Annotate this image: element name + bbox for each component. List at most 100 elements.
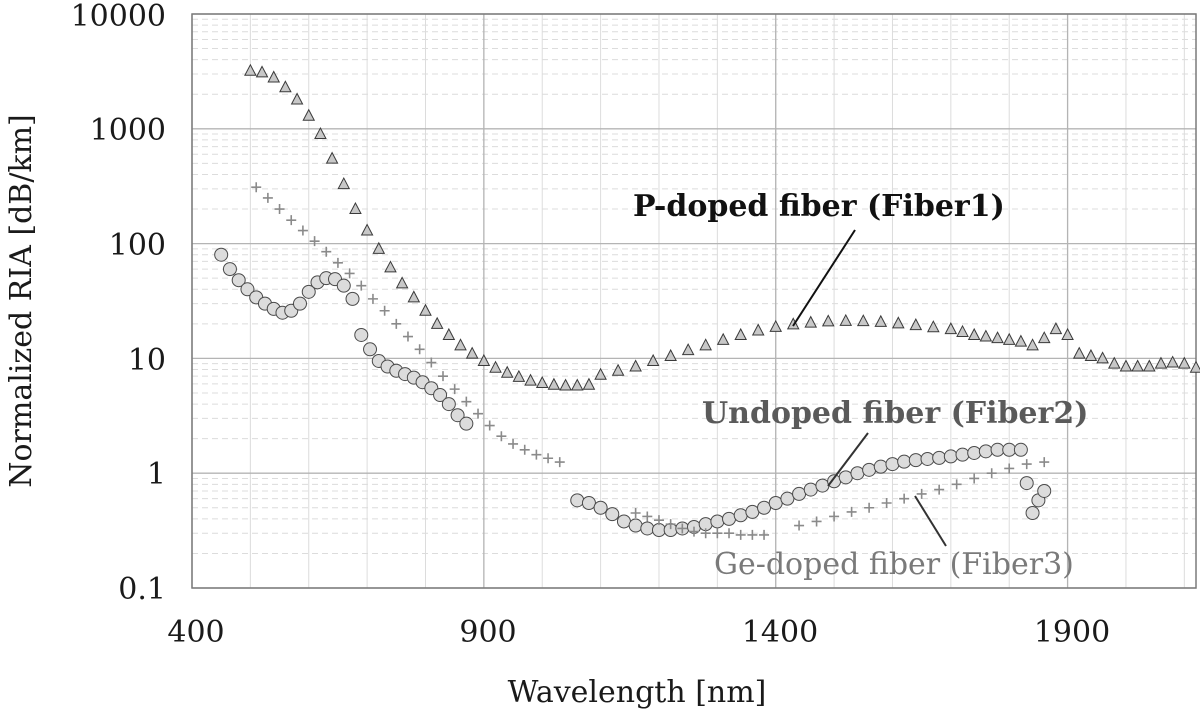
annotation-ge-doped: Ge-doped fiber (Fiber3) [714, 547, 1074, 582]
data-point-plus [712, 528, 723, 539]
x-axis-title: Wavelength [nm] [508, 675, 767, 710]
data-point-triangle [372, 241, 386, 254]
data-point-circle [616, 514, 631, 529]
x-tick-label: 400 [167, 615, 224, 650]
data-point-circle [231, 273, 246, 288]
data-point-circle [581, 496, 596, 511]
data-point-triangle [681, 343, 695, 356]
data-point-triangle [325, 151, 339, 164]
data-point-triangle [360, 223, 374, 236]
data-point-plus [543, 453, 554, 464]
y-tick-label: 100 [109, 228, 166, 263]
data-point-triangle [874, 314, 888, 327]
data-point-triangle [337, 176, 351, 190]
data-point-circle [885, 457, 900, 472]
series-triangle [244, 63, 1200, 391]
data-point-triangle [646, 353, 660, 366]
data-point-circle [780, 491, 795, 506]
y-tick-label: 10000 [71, 0, 166, 34]
data-point-circle [363, 342, 378, 357]
data-point-triangle [821, 314, 835, 327]
data-point-circle [570, 493, 585, 508]
data-point-circle [838, 470, 853, 485]
data-point-triangle [1142, 359, 1156, 372]
data-point-plus [449, 384, 460, 395]
data-point-triangle [1154, 356, 1168, 369]
data-point-triangle [786, 317, 800, 330]
data-point-plus [508, 438, 519, 449]
data-point-plus [653, 515, 664, 526]
y-tick-label: 0.1 [118, 572, 166, 607]
data-point-circle [768, 496, 783, 511]
data-point-circle [593, 500, 608, 515]
data-point-triangle [349, 201, 362, 215]
data-point-circle [873, 459, 888, 474]
data-point-plus [356, 280, 367, 291]
data-point-plus [951, 479, 962, 490]
data-point-plus [438, 371, 448, 382]
annotation-leader-ge-doped [914, 495, 947, 547]
data-point-triangle [430, 316, 444, 329]
data-point-plus [677, 523, 688, 534]
data-point-triangle [699, 338, 713, 351]
data-point-triangle [1096, 351, 1109, 364]
data-point-triangle [594, 367, 607, 380]
data-point-plus [367, 293, 378, 304]
data-point-plus [426, 357, 437, 368]
data-point-plus [321, 246, 332, 257]
x-axis-ticks: 400 900 1400 1900 [167, 615, 1110, 650]
series-circle [214, 247, 1052, 538]
data-point-triangle [1177, 356, 1191, 369]
data-point-plus [1021, 459, 1032, 470]
data-point-triangle [1026, 338, 1039, 351]
data-point-circle [345, 291, 360, 306]
y-tick-label: 1 [147, 457, 166, 492]
data-point-triangle [465, 346, 479, 359]
data-point-circle [990, 442, 1005, 457]
data-point-triangle [395, 276, 409, 289]
x-tick-label: 1400 [742, 615, 818, 650]
data-point-triangle [1166, 355, 1179, 368]
data-point-triangle [734, 327, 748, 340]
data-point-triangle [1131, 359, 1144, 372]
data-point-triangle [1072, 346, 1086, 359]
data-point-plus [531, 449, 542, 460]
data-point-plus [1039, 457, 1050, 468]
data-point-plus [829, 511, 840, 522]
data-point-triangle [454, 338, 467, 351]
data-point-triangle [1119, 359, 1133, 372]
data-point-triangle [384, 260, 397, 273]
data-point-triangle [991, 331, 1004, 344]
data-point-triangle [489, 360, 502, 373]
data-point-plus [473, 408, 484, 419]
data-point-circle [908, 453, 923, 468]
data-point-circle [932, 450, 947, 465]
data-point-circle [651, 523, 666, 538]
data-point-triangle [279, 80, 292, 93]
data-point-triangle [535, 375, 549, 389]
data-point-circle [222, 262, 237, 277]
series-plus [251, 182, 1050, 540]
data-point-circle [943, 449, 958, 464]
data-point-plus [402, 331, 413, 342]
y-tick-label: 10 [128, 343, 166, 378]
data-point-circle [1002, 442, 1017, 457]
data-point-circle [733, 508, 748, 523]
data-point-triangle [512, 369, 526, 382]
data-point-circle [978, 444, 993, 459]
data-point-triangle [314, 126, 327, 140]
data-point-triangle [255, 65, 269, 78]
data-point-triangle [524, 373, 537, 386]
data-point-plus [630, 508, 641, 519]
annotations: P-doped fiber (Fiber1) Undoped fiber (Fi… [633, 189, 1088, 582]
data-point-plus [496, 431, 507, 442]
data-point-triangle [407, 290, 421, 303]
data-point-triangle [547, 377, 561, 390]
data-point-triangle [1049, 322, 1063, 335]
data-point-plus [1004, 463, 1015, 474]
data-point-circle [605, 507, 620, 522]
data-point-triangle [559, 378, 572, 391]
data-point-plus [519, 444, 530, 455]
data-point-triangle [267, 70, 281, 83]
data-point-triangle [290, 92, 304, 105]
